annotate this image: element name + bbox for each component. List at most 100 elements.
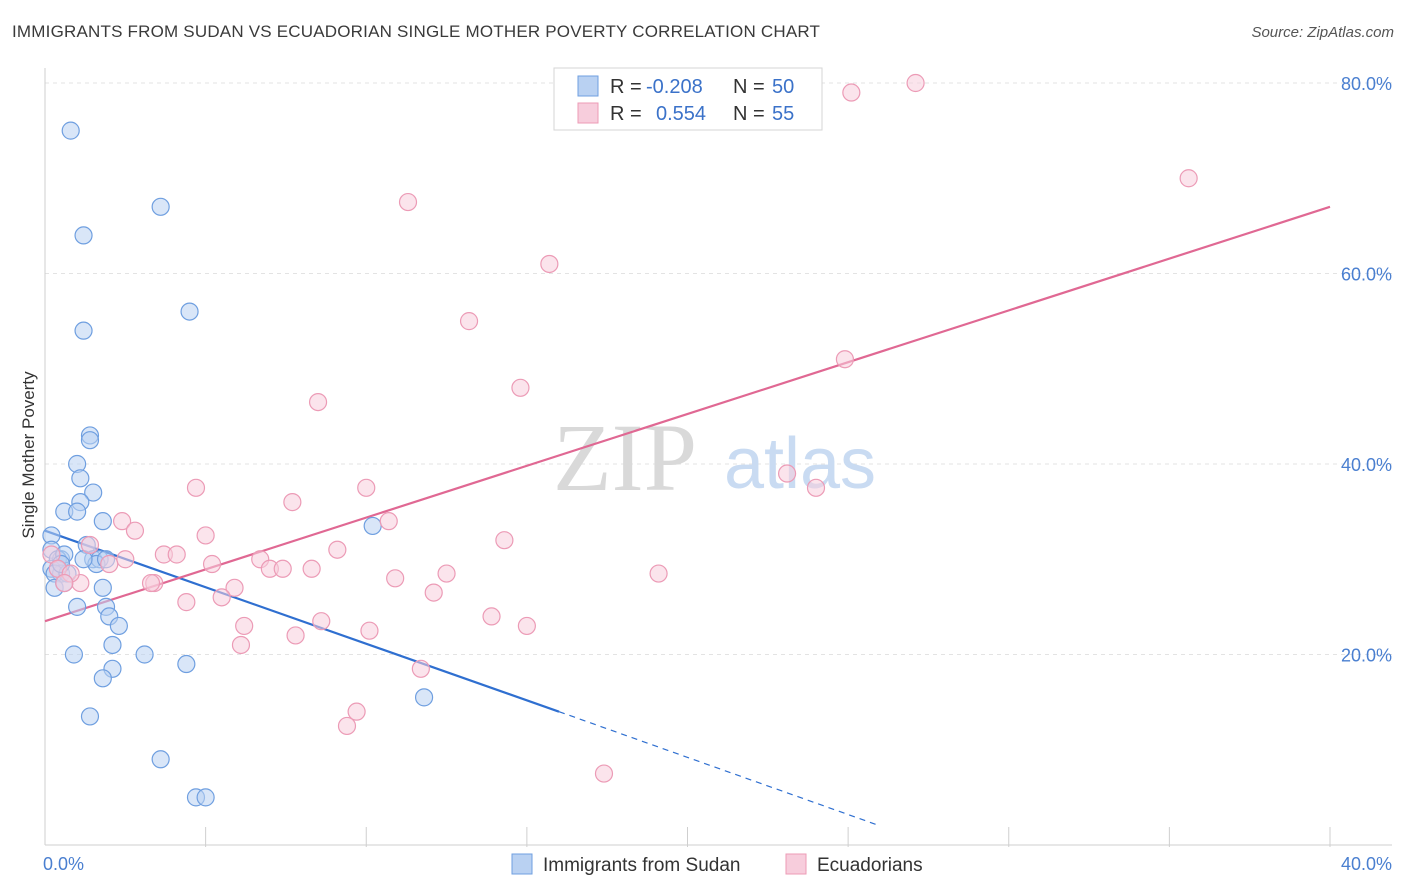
point-ecuadorians-35	[212, 588, 231, 607]
legend-n-value-2: 55	[772, 103, 794, 125]
point-ecuadorians-23	[116, 550, 135, 569]
point-ecuadorians-1	[842, 83, 861, 102]
x-tick-label-1: 40.0%	[1341, 854, 1392, 874]
point-sudan-2	[151, 197, 170, 216]
point-ecuadorians-39	[312, 612, 331, 631]
point-ecuadorians-21	[167, 545, 186, 564]
point-ecuadorians-29	[437, 564, 456, 583]
point-ecuadorians-41	[235, 616, 254, 636]
watermark-zip: ZIP	[553, 404, 697, 511]
point-sudan-42	[80, 707, 100, 726]
point-ecuadorians-34	[225, 578, 244, 597]
watermark-atlas: atlas	[724, 424, 876, 504]
point-ecuadorians-14	[112, 512, 132, 531]
bottom-legend-swatch-ecuadorians	[785, 853, 807, 875]
point-sudan-12	[68, 502, 87, 521]
point-ecuadorians-27	[273, 559, 292, 578]
point-ecuadorians-42	[360, 621, 379, 640]
y-tick-label-2: 60.0%	[1341, 265, 1392, 285]
point-sudan-38	[177, 654, 196, 674]
point-ecuadorians-16	[125, 521, 145, 540]
point-ecuadorians-53	[80, 535, 100, 555]
point-sudan-41	[363, 516, 382, 536]
point-ecuadorians-6	[835, 350, 855, 369]
x-tick-label-0: 0.0%	[43, 854, 84, 874]
point-sudan-36	[64, 645, 84, 664]
bottom-legend-label-sudan: Immigrants from Sudan	[543, 855, 740, 876]
point-ecuadorians-4	[540, 254, 559, 274]
point-ecuadorians-7	[511, 378, 530, 397]
gridlines	[45, 82, 1392, 655]
point-ecuadorians-10	[806, 478, 826, 497]
y-tick-label-1: 40.0%	[1341, 455, 1392, 475]
point-sudan-8	[71, 469, 90, 488]
point-ecuadorians-54	[55, 573, 74, 593]
point-ecuadorians-5	[459, 312, 479, 331]
point-sudan-0	[61, 121, 80, 140]
point-ecuadorians-47	[337, 716, 357, 736]
trend-line-sudan-extrapolated	[558, 711, 881, 827]
legend-r-label-2: R =	[610, 103, 642, 125]
point-sudan-35	[103, 635, 122, 655]
point-sudan-40	[93, 669, 112, 688]
bottom-legend-label-ecuadorians: Ecuadorians	[817, 855, 923, 876]
point-ecuadorians-11	[186, 478, 206, 497]
point-ecuadorians-46	[347, 702, 366, 721]
point-sudan-30	[93, 578, 112, 597]
point-ecuadorians-19	[328, 540, 347, 559]
bottom-legend: Immigrants from Sudan Ecuadorians	[511, 853, 923, 876]
point-ecuadorians-3	[398, 192, 418, 212]
legend-r-label-1: R =	[610, 76, 642, 98]
legend-n-label-1: N =	[733, 76, 765, 98]
legend-r-value-1: -0.208	[646, 76, 703, 98]
point-ecuadorians-2	[1179, 169, 1198, 188]
point-sudan-4	[74, 321, 93, 340]
point-sudan-43	[414, 688, 434, 707]
point-sudan-34	[109, 616, 128, 636]
point-ecuadorians-48	[594, 764, 614, 783]
legend-n-label-2: N =	[733, 103, 765, 125]
point-ecuadorians-13	[283, 493, 302, 512]
point-ecuadorians-8	[308, 392, 328, 412]
legend-swatch-ecuadorians	[577, 102, 599, 124]
point-ecuadorians-40	[517, 616, 536, 636]
y-axis-label: Single Mother Poverty	[19, 371, 38, 539]
point-ecuadorians-12	[357, 478, 376, 497]
axes	[44, 68, 1392, 847]
point-sudan-44	[151, 750, 170, 769]
point-sudan-46	[196, 788, 215, 807]
point-ecuadorians-24	[202, 554, 222, 574]
watermark: ZIP atlas	[553, 404, 876, 511]
point-ecuadorians-30	[386, 569, 405, 588]
data-points	[42, 73, 1198, 807]
point-ecuadorians-17	[196, 526, 215, 545]
tick-labels: 20.0% 40.0% 60.0% 80.0% 0.0% 40.0%	[43, 74, 1392, 874]
point-ecuadorians-15	[379, 512, 398, 531]
legend-n-value-1: 50	[772, 76, 794, 98]
point-ecuadorians-33	[141, 573, 161, 593]
point-ecuadorians-45	[411, 659, 430, 678]
point-ecuadorians-44	[231, 635, 251, 655]
point-sudan-31	[68, 597, 87, 616]
point-ecuadorians-36	[424, 583, 443, 602]
y-tick-label-3: 80.0%	[1341, 74, 1392, 94]
legend-r-value-2: 0.554	[656, 103, 706, 125]
trend-lines	[44, 205, 1331, 827]
point-ecuadorians-28	[649, 564, 668, 583]
point-sudan-13	[93, 512, 112, 531]
point-sudan-9	[84, 483, 103, 502]
y-tick-label-0: 20.0%	[1341, 646, 1392, 666]
point-ecuadorians-18	[495, 531, 514, 550]
point-ecuadorians-26	[302, 559, 321, 578]
point-ecuadorians-37	[177, 593, 196, 612]
point-ecuadorians-38	[482, 607, 501, 626]
point-sudan-37	[135, 645, 154, 664]
chart-title: IMMIGRANTS FROM SUDAN VS ECUADORIAN SING…	[12, 22, 821, 41]
source-label: Source: ZipAtlas.com	[1251, 24, 1394, 41]
point-ecuadorians-0	[906, 73, 925, 93]
point-ecuadorians-9	[777, 464, 797, 483]
point-sudan-3	[180, 302, 199, 321]
trend-line-ecuadorians	[44, 205, 1331, 623]
legend-box: R = -0.208 N = 50 R = 0.554 N = 55	[553, 67, 823, 131]
